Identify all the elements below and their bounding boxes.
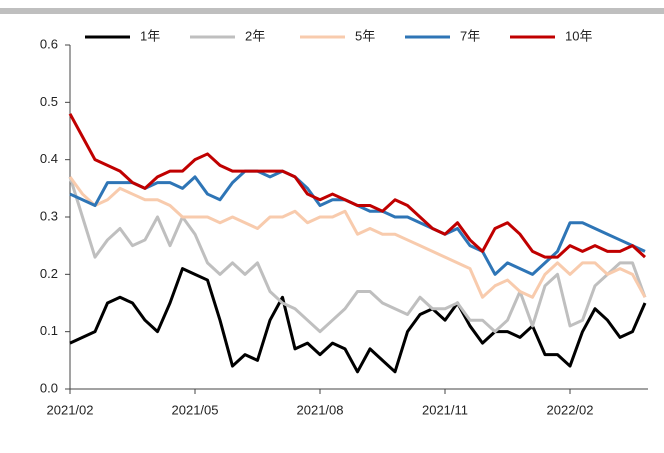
series-line: [68, 176, 647, 334]
x-tick-label: 2021/11: [422, 402, 468, 417]
x-tick-label: 2022/02: [547, 402, 594, 417]
legend-label: 10年: [565, 28, 592, 43]
top-band: [0, 8, 664, 14]
y-tick-label: 0.4: [40, 151, 58, 166]
series-line: [68, 113, 647, 259]
y-tick-label: 0.3: [40, 208, 58, 223]
y-tick-label: 0.5: [40, 94, 58, 109]
series-line: [68, 175, 647, 299]
legend-label: 5年: [355, 28, 375, 43]
y-tick-label: 0.1: [40, 323, 58, 338]
series-line: [69, 169, 646, 276]
x-tick-label: 2021/08: [297, 402, 344, 417]
legend-label: 7年: [460, 28, 480, 43]
y-tick-label: 0.6: [40, 36, 58, 51]
y-tick-label: 0.0: [40, 380, 58, 395]
legend-label: 2年: [245, 28, 265, 43]
legend-label: 1年: [140, 28, 160, 43]
y-tick-label: 0.2: [40, 266, 58, 281]
x-tick-label: 2021/02: [47, 402, 94, 417]
series-line: [69, 267, 647, 374]
x-tick-label: 2021/05: [172, 402, 219, 417]
